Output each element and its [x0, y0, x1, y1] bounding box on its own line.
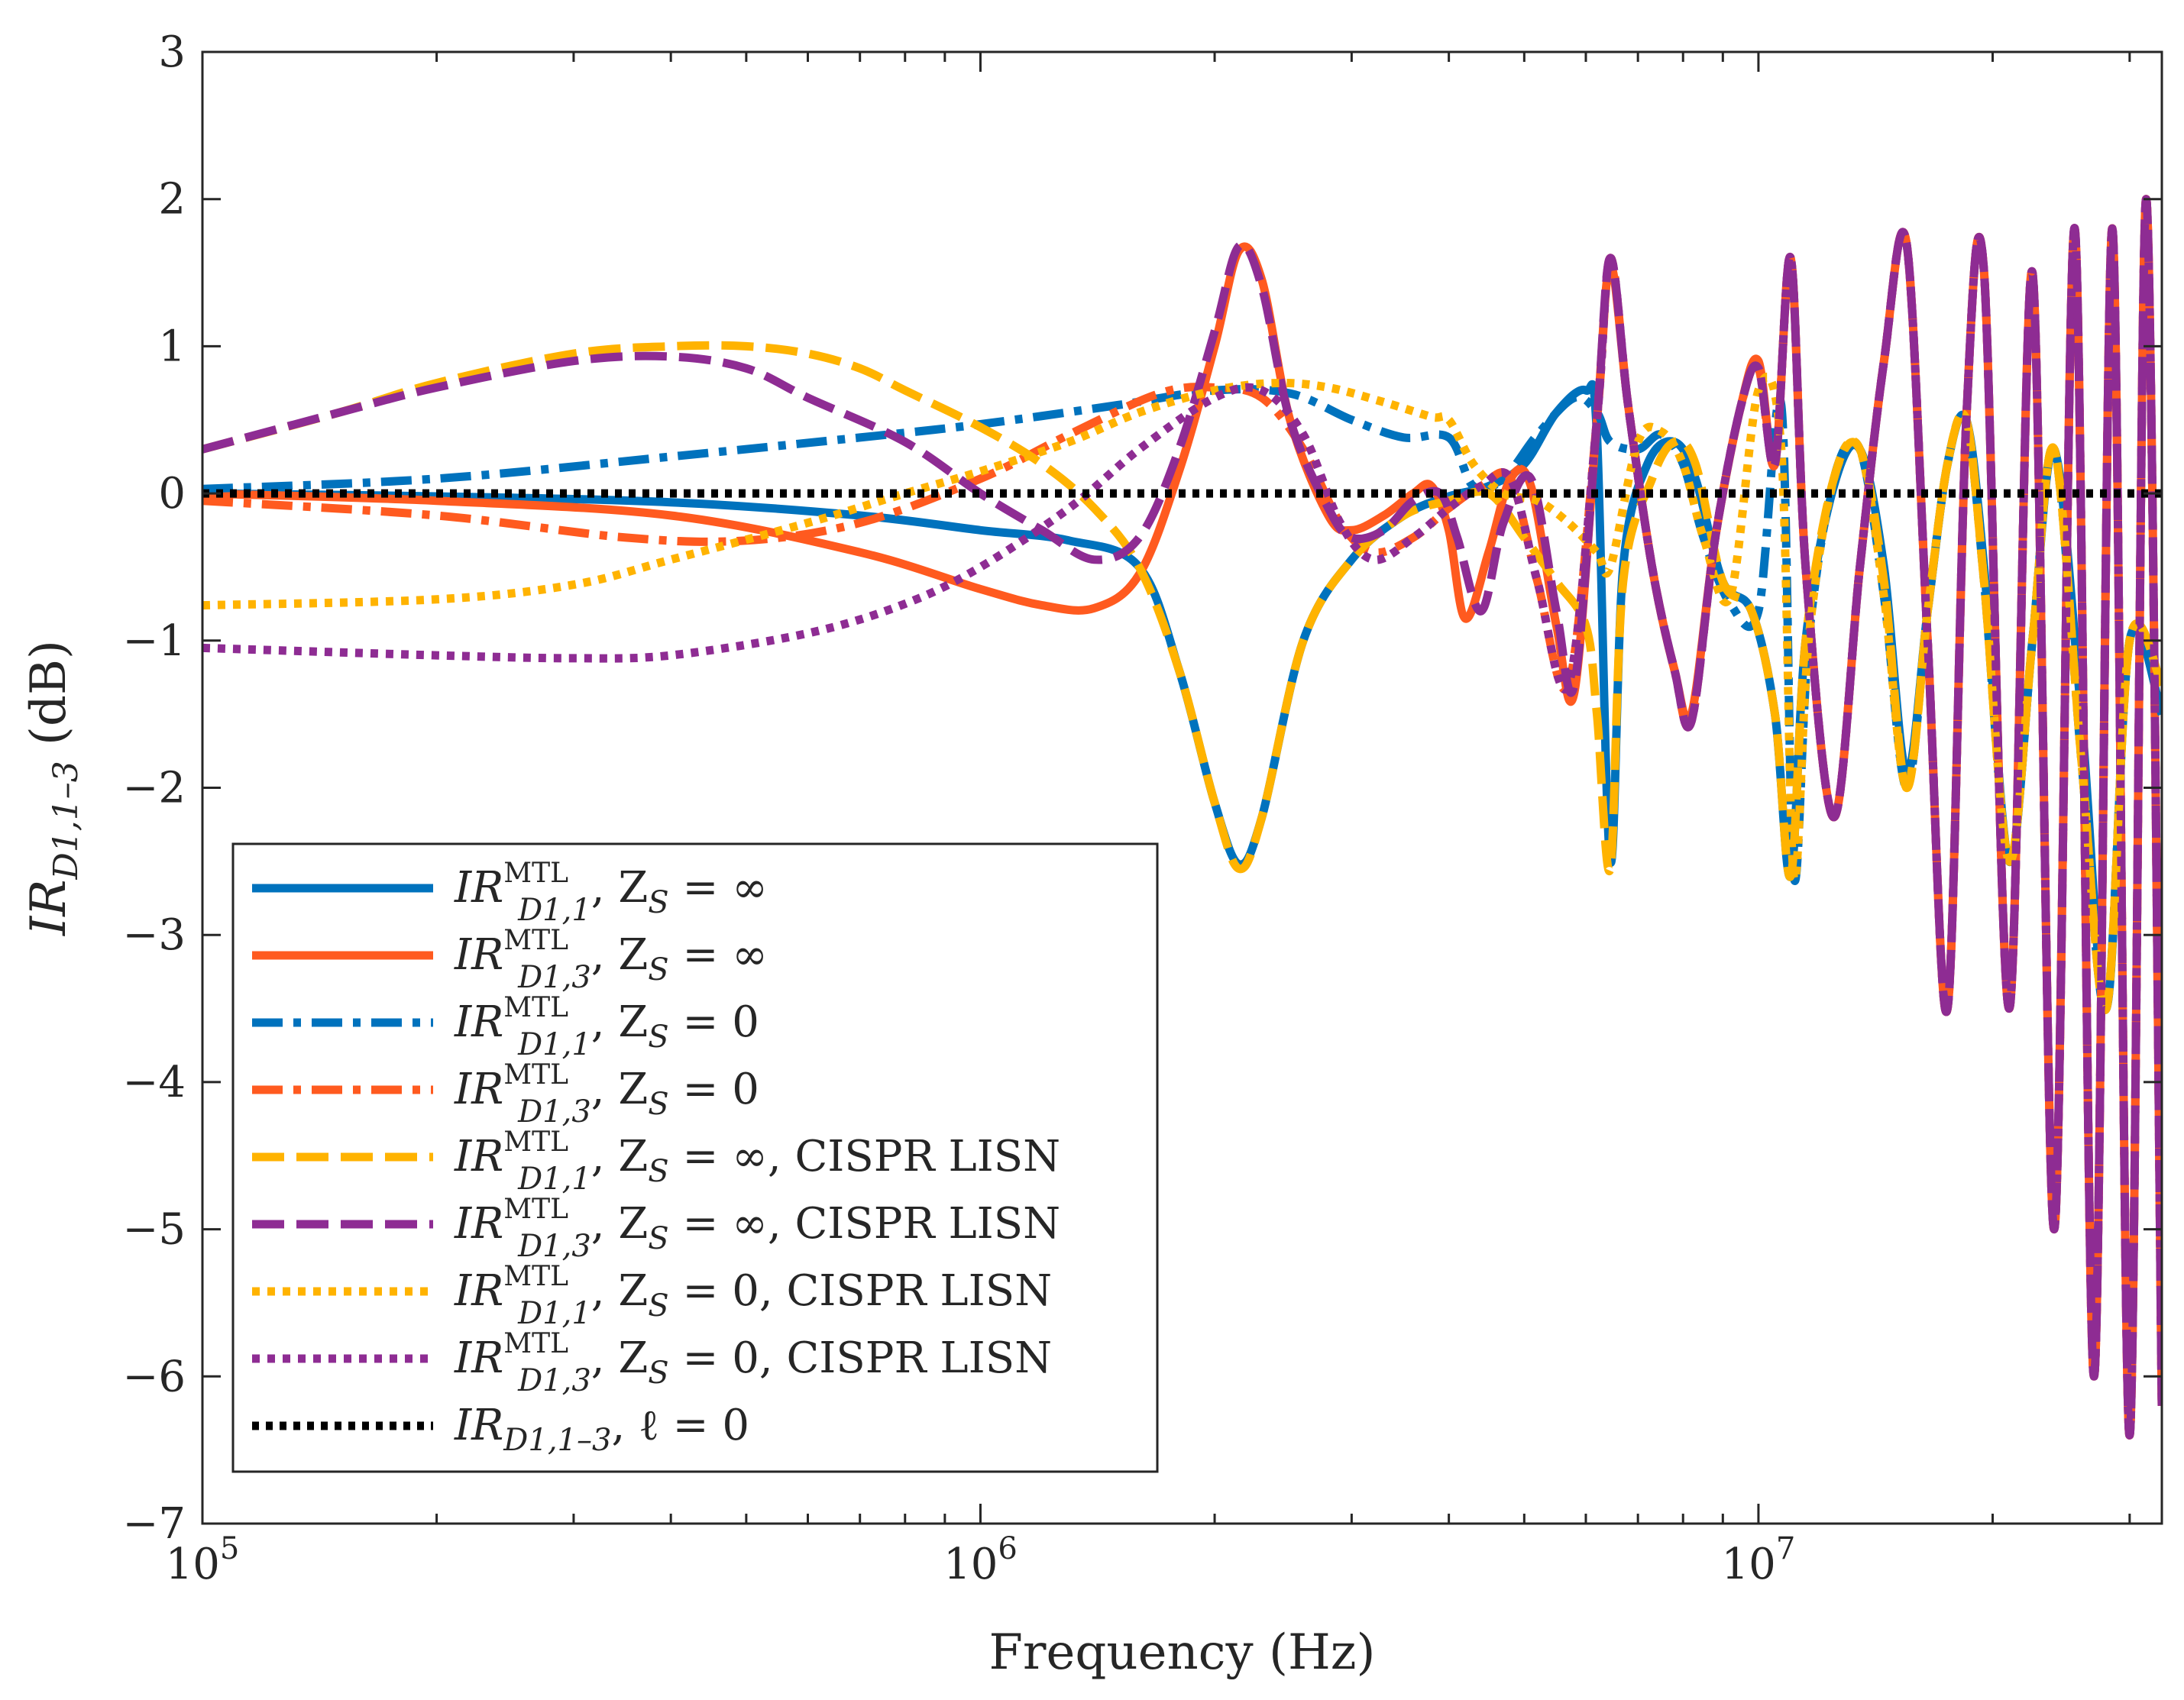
y-tick-label: 1	[158, 322, 186, 371]
legend-entry-5: IRMTL D1,1, ZS = ∞, CISPR LISN	[454, 1126, 1060, 1197]
y-axis-label: IRD1,1–3 (dB)	[21, 640, 86, 936]
y-tick-label: −6	[122, 1352, 186, 1401]
y-tick-label: −1	[122, 616, 186, 666]
legend-entry-3: IRMTL D1,1, ZS = 0	[454, 992, 759, 1062]
series-line-5	[202, 341, 2162, 1015]
y-tick-label: 3	[158, 27, 186, 77]
legend-entry-8: IRMTL D1,3, ZS = 0, CISPR LISN	[454, 1328, 1052, 1398]
legend-entry-7: IRMTL D1,1, ZS = 0, CISPR LISN	[454, 1261, 1052, 1331]
series-line-8	[202, 195, 2162, 1440]
legend-entry-6: IRMTL D1,3, ZS = ∞, CISPR LISN	[454, 1194, 1060, 1264]
x-tick-label: 107	[1722, 1531, 1796, 1589]
legend-entry-2: IRMTL D1,3, ZS = ∞	[454, 925, 768, 995]
x-tick-label: 106	[943, 1531, 1018, 1589]
x-axis-label: Frequency (Hz)	[989, 1624, 1376, 1681]
y-tick-label: −5	[122, 1205, 186, 1255]
y-tick-label: −2	[122, 764, 186, 813]
series-line-7	[202, 373, 2162, 1015]
y-tick-label: 2	[158, 175, 186, 225]
legend-entry-1: IRMTL D1,1, ZS = ∞	[454, 858, 768, 928]
y-tick-label: 0	[158, 469, 186, 519]
y-tick-label: −3	[122, 910, 186, 960]
y-tick-label: −7	[122, 1499, 186, 1549]
legend-entry-9: IRD1,1–3, ℓ = 0	[454, 1401, 749, 1458]
legend-entry-4: IRMTL D1,3, ZS = 0	[454, 1059, 759, 1130]
x-tick-label: 105	[166, 1531, 240, 1589]
y-tick-label: −4	[122, 1058, 186, 1107]
